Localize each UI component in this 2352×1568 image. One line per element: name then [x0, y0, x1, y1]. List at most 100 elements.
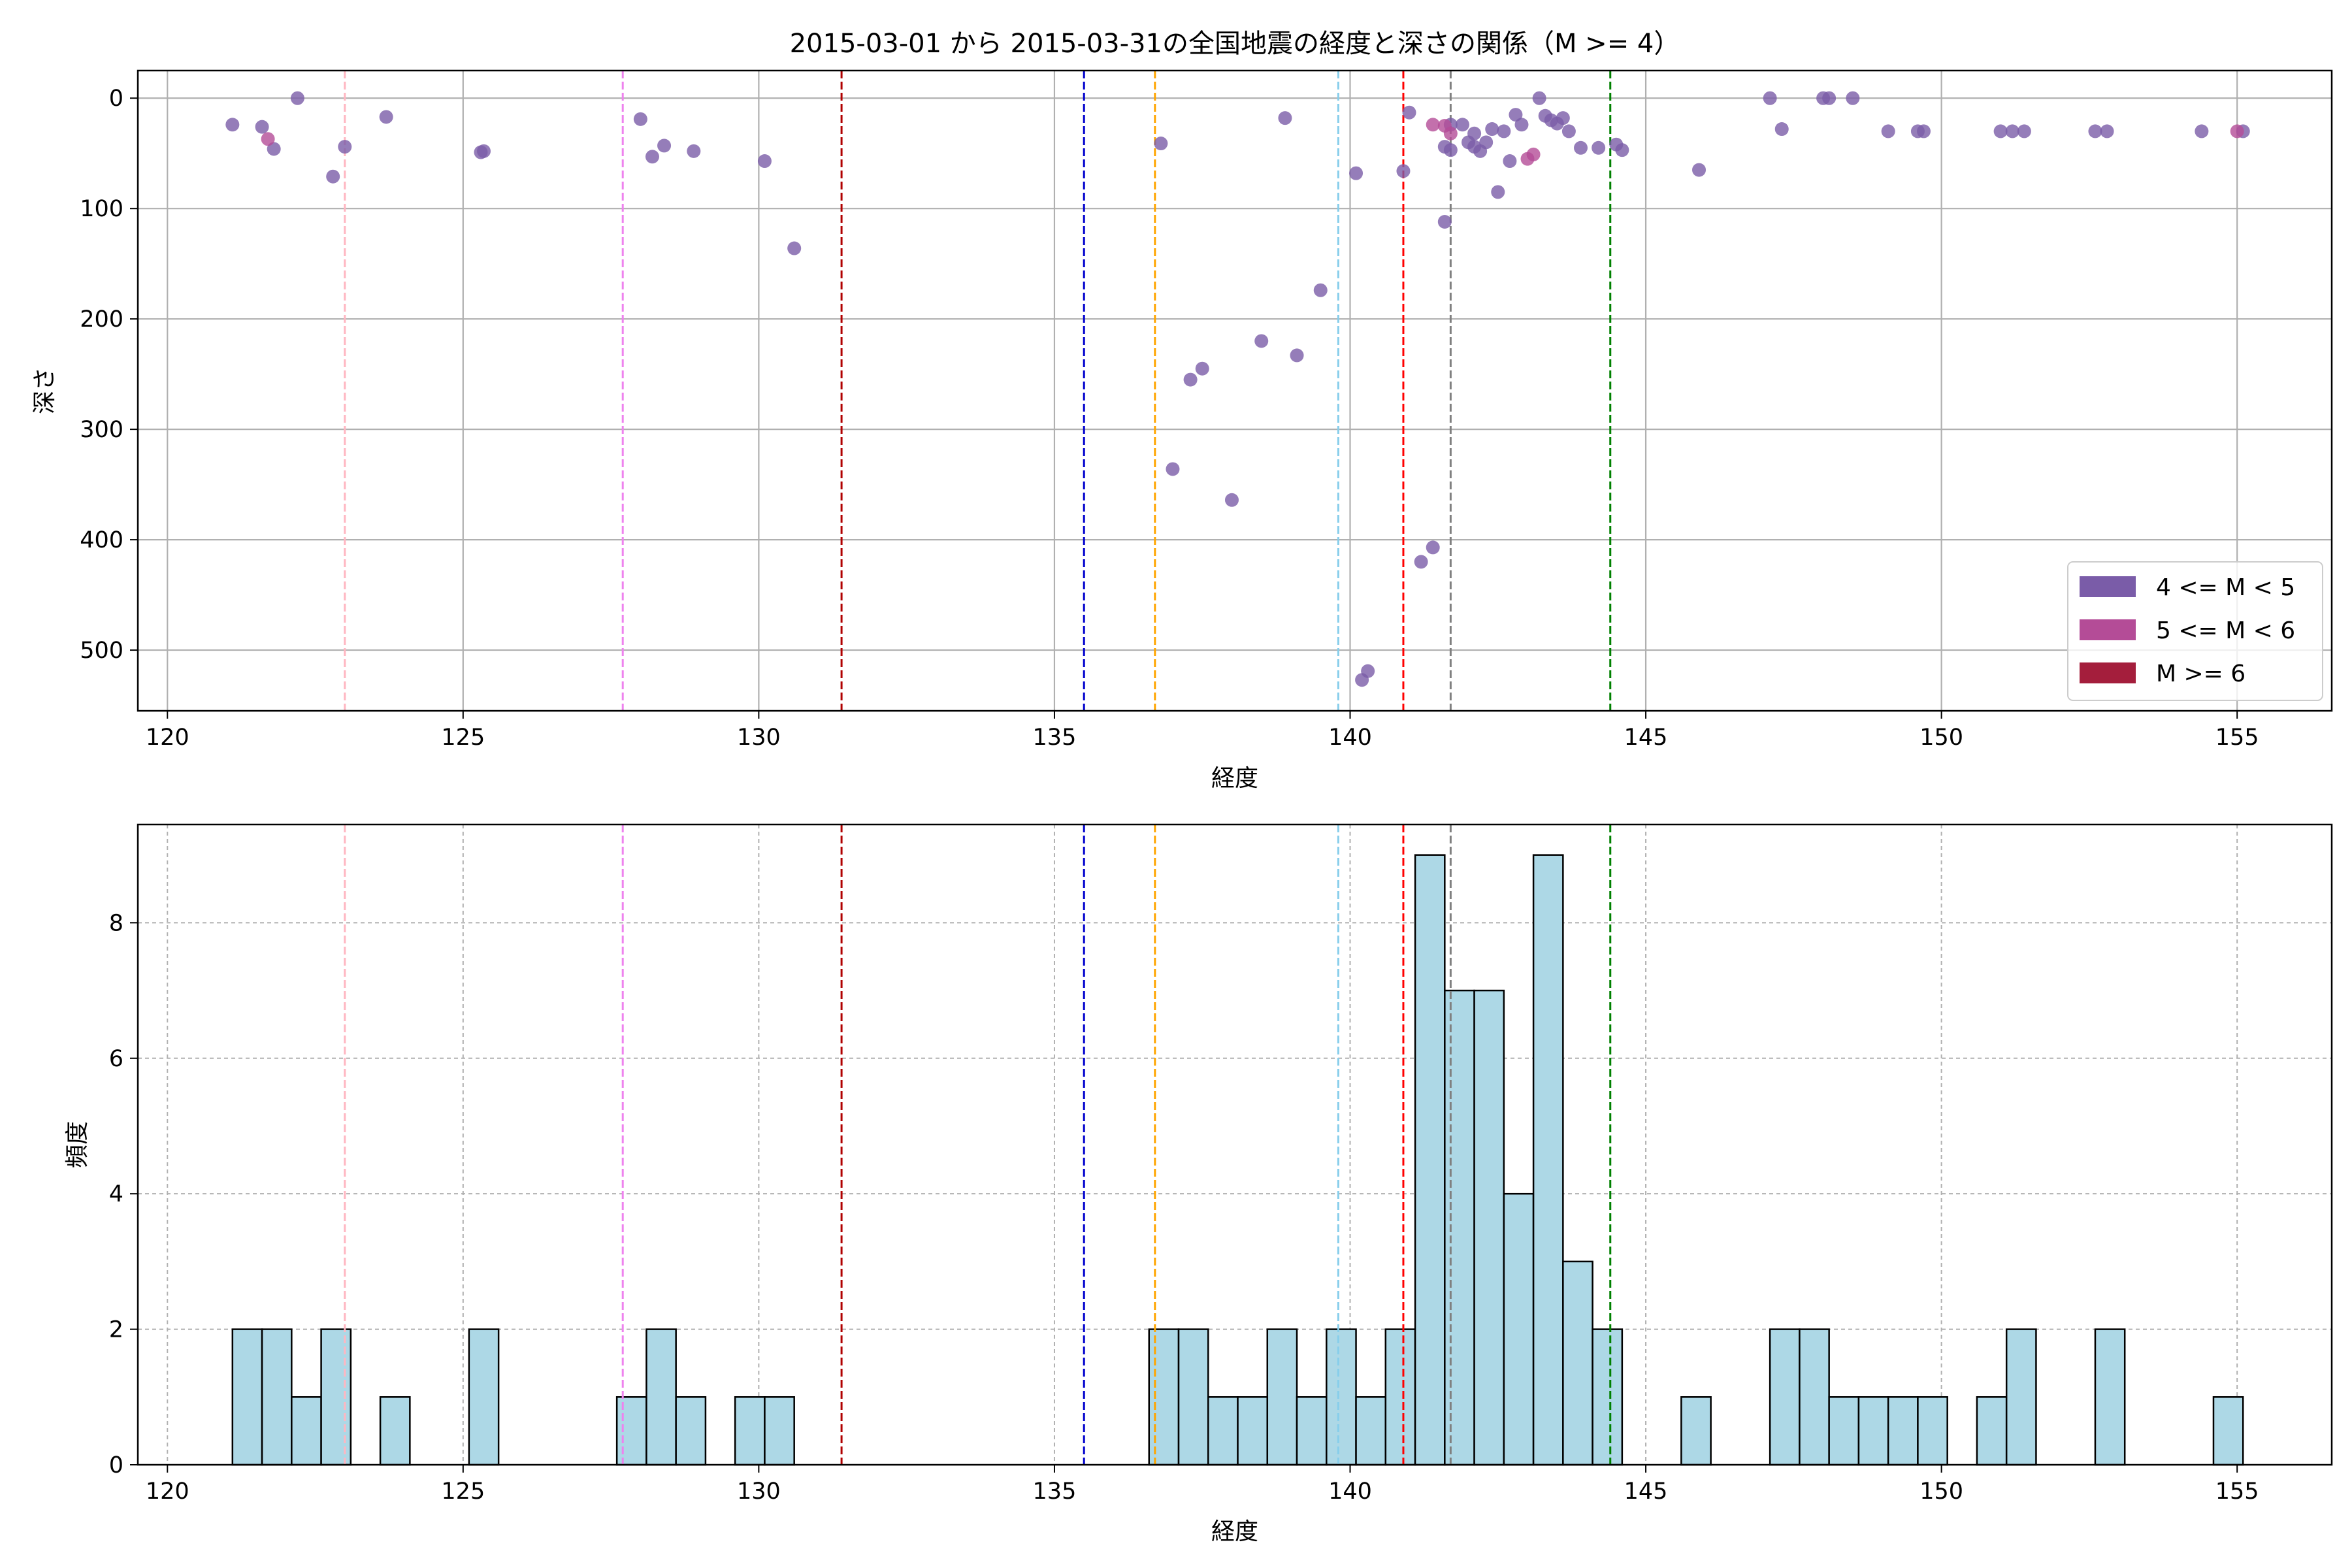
histogram-bar — [1532, 854, 1564, 1466]
x-tick-label: 155 — [2215, 725, 2259, 751]
legend-label: 4 <= M < 5 — [2156, 574, 2295, 601]
x-axis-ticks: 120 125 130 135 140 145 150 155 — [146, 711, 2259, 751]
data-point — [1509, 108, 1523, 122]
data-point — [1467, 126, 1482, 140]
data-point — [1349, 166, 1364, 180]
y-tick-label: 100 — [80, 196, 123, 222]
x-tick-label: 135 — [1033, 1478, 1077, 1505]
data-point — [1278, 111, 1292, 125]
y-tick-label: 400 — [80, 527, 123, 553]
data-point — [687, 144, 701, 158]
data-point — [1846, 91, 1860, 105]
x-tick-label: 120 — [146, 725, 189, 751]
histogram-bar — [675, 1396, 707, 1466]
histogram-bar — [1266, 1328, 1298, 1466]
histogram-bar — [1355, 1396, 1387, 1466]
histogram-bar — [1680, 1396, 1712, 1466]
legend-swatch — [2080, 576, 2136, 597]
data-point — [379, 110, 393, 124]
data-point — [1437, 214, 1452, 229]
y-tick-label: 2 — [109, 1317, 123, 1343]
histogram-bar — [734, 1396, 766, 1466]
data-point — [1526, 147, 1541, 161]
histogram-bar — [1828, 1396, 1860, 1466]
histogram-bar — [231, 1328, 263, 1466]
data-point — [1361, 664, 1375, 678]
y-tick-label: 0 — [109, 1452, 123, 1478]
y-tick-label: 4 — [109, 1181, 123, 1207]
data-point — [787, 241, 802, 255]
histogram-bar — [1326, 1328, 1357, 1466]
histogram-bar — [1296, 1396, 1328, 1466]
x-tick-label: 155 — [2215, 1478, 2259, 1505]
histogram-bar — [2212, 1396, 2244, 1466]
data-point — [1455, 118, 1469, 132]
histogram-bar — [261, 1328, 293, 1466]
histogram-bar — [1562, 1260, 1593, 1466]
x-tick-label: 120 — [146, 1478, 189, 1505]
data-point — [757, 154, 772, 169]
histogram-bar — [1799, 1328, 1830, 1466]
data-point — [1763, 91, 1777, 105]
histogram-bars — [231, 854, 2244, 1466]
x-tick-label: 130 — [737, 725, 781, 751]
histogram-bar — [1384, 1328, 1416, 1466]
data-point — [2005, 124, 2019, 139]
x-tick-label: 125 — [441, 725, 485, 751]
histogram-bar — [764, 1396, 795, 1466]
data-point — [1414, 555, 1428, 569]
data-point — [338, 140, 352, 154]
data-point — [1514, 118, 1529, 132]
x-tick-label: 125 — [441, 1478, 485, 1505]
histogram-bar — [1207, 1396, 1239, 1466]
x-tick-label: 150 — [1919, 725, 1963, 751]
reference-lines — [344, 825, 1612, 1465]
data-point — [1532, 91, 1546, 105]
data-point — [476, 144, 491, 158]
histogram-bar — [1503, 1192, 1535, 1466]
data-point — [1443, 126, 1458, 140]
legend-label: 5 <= M < 6 — [2156, 617, 2295, 644]
x-tick-label: 145 — [1624, 725, 1668, 751]
data-point — [290, 91, 304, 105]
histogram-bar — [1976, 1396, 2008, 1466]
chart-title: 2015-03-01 から 2015-03-31の全国地震の経度と深さの関係（M… — [790, 29, 1680, 59]
plot-frame — [137, 69, 2333, 712]
data-point — [1396, 164, 1411, 178]
y-tick-label: 500 — [80, 638, 123, 664]
data-point — [645, 150, 659, 164]
data-point — [1479, 135, 1494, 150]
y-axis-label: 深さ — [31, 367, 58, 414]
data-point — [1224, 493, 1239, 507]
scatter-panel: 2015-03-01 から 2015-03-31の全国地震の経度と深さの関係（M… — [31, 29, 2333, 792]
data-point — [1254, 334, 1269, 348]
data-points — [225, 91, 2250, 687]
data-point — [261, 132, 275, 146]
histogram-bar — [1857, 1396, 1889, 1466]
data-point — [1881, 124, 1895, 139]
data-point — [1313, 283, 1328, 297]
histogram-bar — [645, 1328, 677, 1466]
x-axis-ticks: 120 125 130 135 140 145 150 155 — [146, 1465, 2259, 1505]
histogram-bar — [1769, 1328, 1801, 1466]
data-point — [1402, 105, 1416, 120]
plot-area-background — [138, 71, 2332, 711]
histogram-bar — [1414, 854, 1446, 1466]
x-tick-label: 150 — [1919, 1478, 1963, 1505]
histogram-bar — [1237, 1396, 1269, 1466]
legend-swatch — [2080, 662, 2136, 683]
histogram-bar — [291, 1396, 322, 1466]
data-point — [1573, 140, 1588, 155]
data-point — [267, 142, 281, 156]
x-tick-label: 135 — [1033, 725, 1077, 751]
histogram-bar — [468, 1328, 500, 1466]
data-point — [1592, 140, 1606, 155]
data-point — [2100, 124, 2114, 139]
data-point — [1154, 137, 1168, 151]
histogram-bar — [379, 1396, 411, 1466]
legend: 4 <= M < 5 5 <= M < 6 M >= 6 — [2067, 561, 2323, 701]
y-tick-label: 6 — [109, 1046, 123, 1072]
data-point — [1692, 163, 1707, 177]
x-tick-label: 140 — [1328, 725, 1372, 751]
